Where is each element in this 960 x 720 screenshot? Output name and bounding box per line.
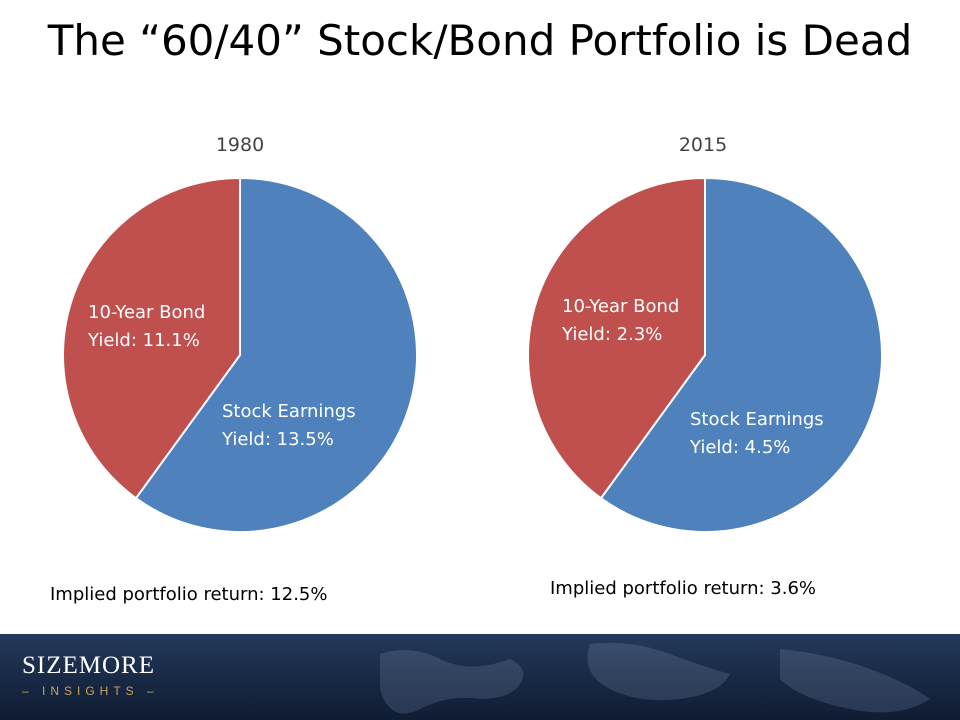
pie-slice-10-year-bond-2015 xyxy=(527,176,706,500)
pie-chart-1980 xyxy=(62,176,418,533)
chart-title-2015: 2015 xyxy=(678,134,728,156)
implied-return-1980: Implied portfolio return: 12.5% xyxy=(50,584,328,605)
implied-return-2015: Implied portfolio return: 3.6% xyxy=(550,578,817,599)
pie-slice-stock-earnings-2015 xyxy=(599,176,883,533)
brand-logo-name: SIZEMORE xyxy=(22,652,155,679)
world-map-graphic xyxy=(380,642,930,714)
stock-label-1980: Stock Earnings Yield: 13.5% xyxy=(222,398,356,454)
pie-slice-stock-earnings-1980 xyxy=(134,176,418,533)
bond-label-2015-line1: 10-Year Bond xyxy=(562,296,680,317)
stock-label-2015-line1: Stock Earnings xyxy=(690,409,824,430)
stock-label-2015-line2: Yield: 4.5% xyxy=(690,437,791,458)
brand-logo-subtitle: – INSIGHTS – xyxy=(22,684,159,698)
pie-chart-2015 xyxy=(527,176,883,533)
stock-label-1980-line2: Yield: 13.5% xyxy=(222,429,334,450)
bond-label-2015: 10-Year Bond Yield: 2.3% xyxy=(562,293,679,349)
footer-banner: SIZEMORE – INSIGHTS – xyxy=(0,634,960,720)
stock-label-2015: Stock Earnings Yield: 4.5% xyxy=(690,406,824,462)
bond-label-1980-line1: 10-Year Bond xyxy=(88,302,206,323)
bond-label-1980-line2: Yield: 11.1% xyxy=(88,330,200,351)
chart-title-1980: 1980 xyxy=(215,134,265,156)
bond-label-1980: 10-Year Bond Yield: 11.1% xyxy=(88,299,205,355)
stock-label-1980-line1: Stock Earnings xyxy=(222,401,356,422)
bond-label-2015-line2: Yield: 2.3% xyxy=(562,324,663,345)
slide-title: The “60/40” Stock/Bond Portfolio is Dead xyxy=(47,16,913,65)
pie-slice-10-year-bond-1980 xyxy=(62,176,241,500)
